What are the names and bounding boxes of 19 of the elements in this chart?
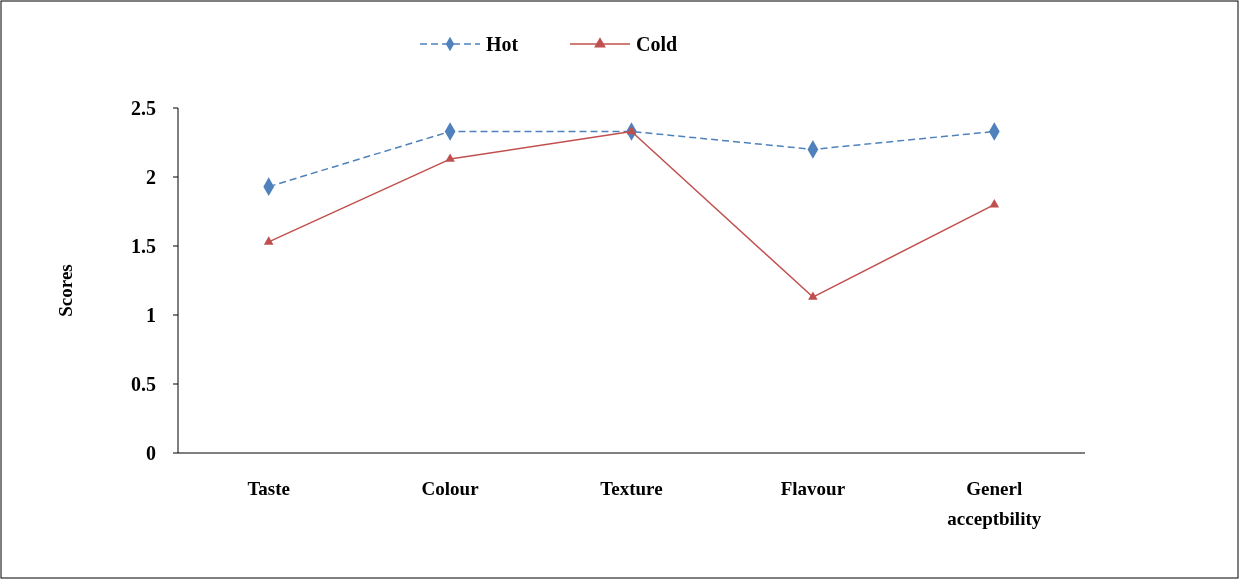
y-axis-title: Scores bbox=[55, 264, 76, 317]
x-tick-label: Flavour bbox=[780, 478, 846, 499]
y-tick-label: 2 bbox=[146, 166, 156, 188]
point bbox=[989, 199, 1000, 208]
y-tick-label: 2.5 bbox=[131, 97, 156, 119]
x-tick-label: Texture bbox=[600, 478, 663, 499]
point bbox=[626, 125, 637, 135]
x-tick-label: Generl acceptbility bbox=[947, 478, 1042, 529]
legend-label: Hot bbox=[486, 33, 519, 55]
point bbox=[263, 236, 274, 245]
point bbox=[445, 153, 455, 162]
y-tick-label: 0.5 bbox=[131, 373, 156, 395]
y-tick-label: 1.5 bbox=[131, 235, 156, 257]
x-tick-label: Taste bbox=[247, 478, 290, 499]
y-tick-label: 1 bbox=[146, 304, 156, 326]
point bbox=[808, 291, 818, 300]
x-tick-label: Colour bbox=[421, 478, 480, 499]
y-tick-label: 0 bbox=[146, 442, 156, 464]
legend-label: Cold bbox=[636, 33, 678, 55]
